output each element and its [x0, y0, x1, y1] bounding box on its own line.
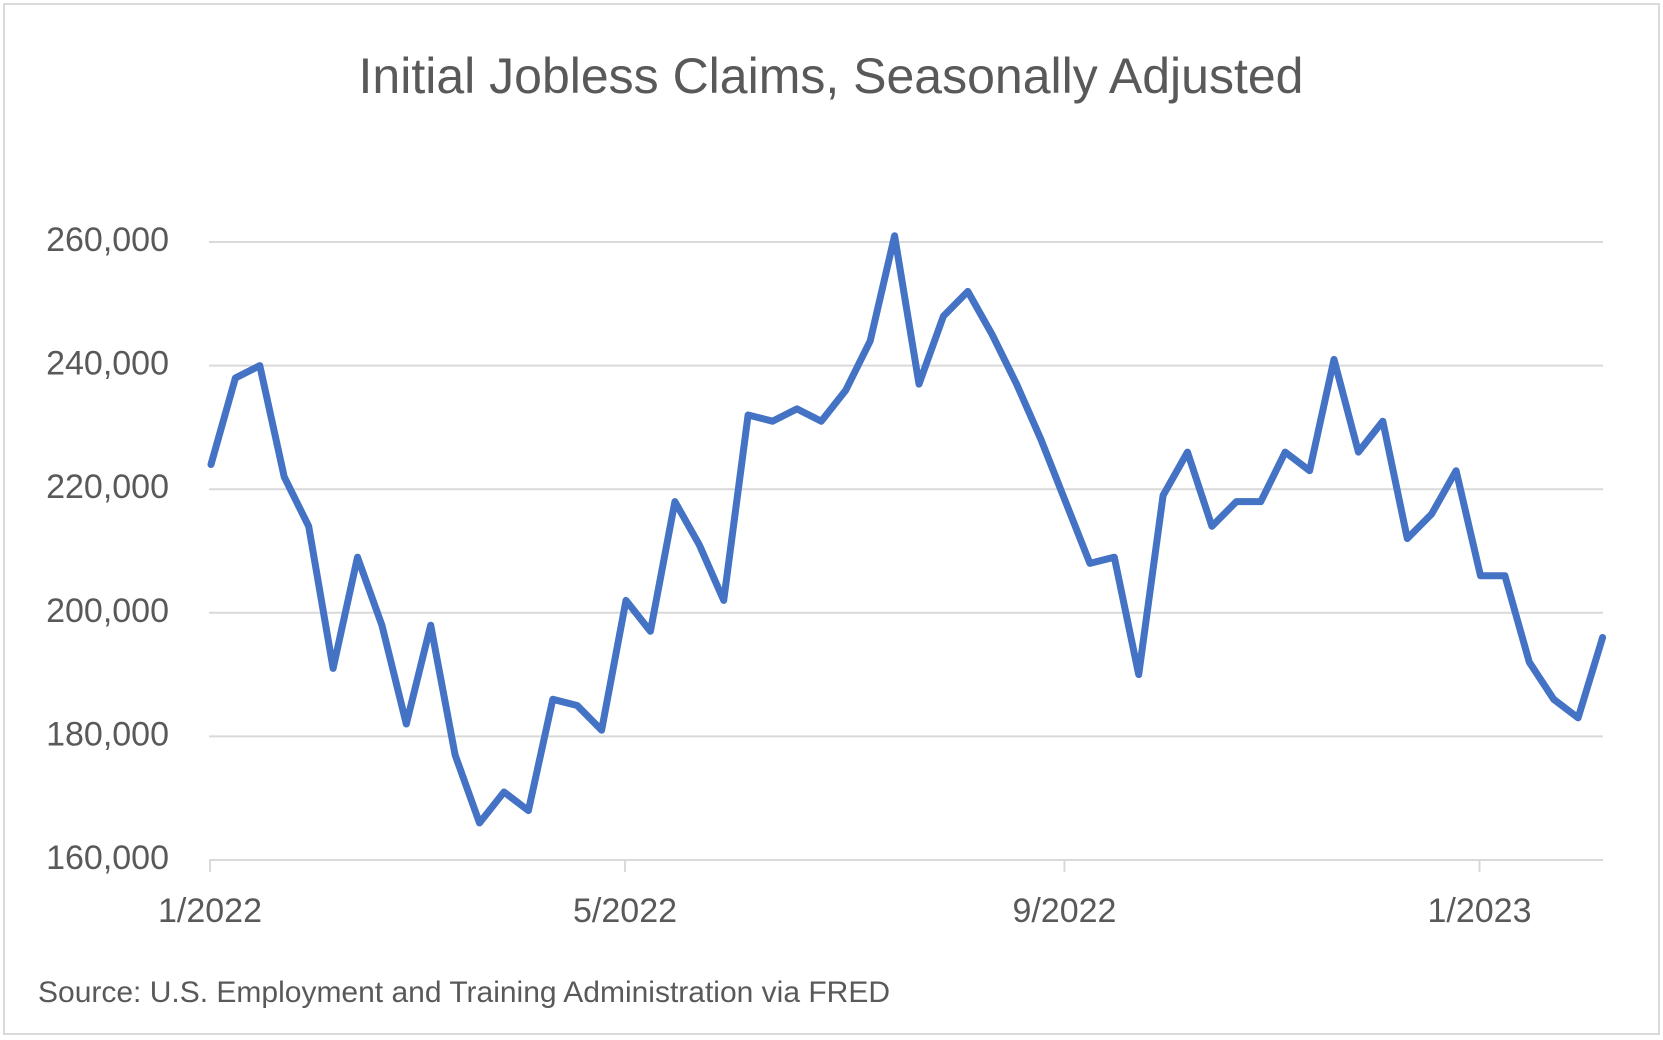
y-tick-label: 200,000: [46, 592, 169, 630]
y-tick-label: 220,000: [46, 468, 169, 506]
y-tick-label: 160,000: [46, 839, 169, 877]
chart-border: [3, 3, 1660, 1035]
source-note: Source: U.S. Employment and Training Adm…: [38, 976, 890, 1009]
data-line: [207, 232, 1607, 827]
x-tick-label: 1/2023: [1427, 892, 1531, 930]
y-tick-label: 240,000: [46, 345, 169, 383]
x-tick-label: 1/2022: [158, 892, 262, 930]
y-tick-label: 180,000: [46, 715, 169, 753]
x-tick-label: 5/2022: [573, 892, 677, 930]
chart-title: Initial Jobless Claims, Seasonally Adjus…: [359, 48, 1304, 104]
y-tick-label: 260,000: [46, 221, 169, 259]
x-tick-label: 9/2022: [1012, 892, 1116, 930]
